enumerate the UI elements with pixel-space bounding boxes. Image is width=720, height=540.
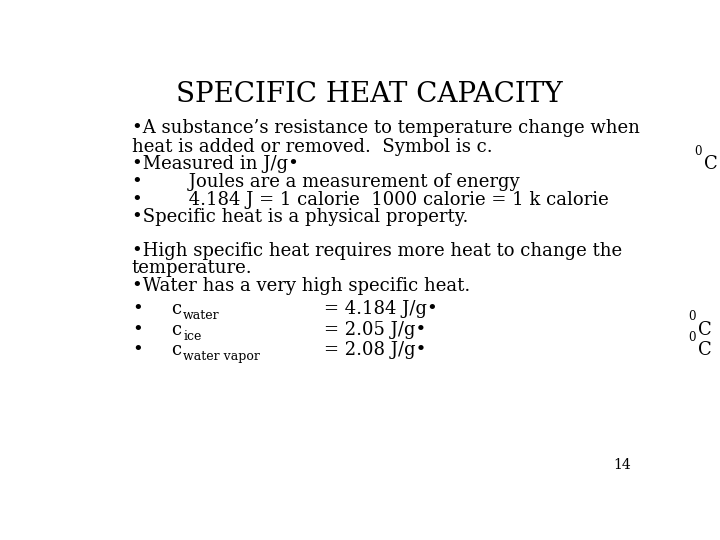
Text: 14: 14 — [613, 458, 631, 472]
Text: •        4.184 J = 1 calorie  1000 calorie = 1 k calorie: • 4.184 J = 1 calorie 1000 calorie = 1 k… — [132, 191, 608, 209]
Text: C: C — [698, 321, 712, 339]
Text: heat is added or removed.  Symbol is c.: heat is added or removed. Symbol is c. — [132, 138, 492, 156]
Text: C: C — [698, 341, 712, 359]
Text: •        Joules are a measurement of energy: • Joules are a measurement of energy — [132, 173, 519, 191]
Text: •Water has a very high specific heat.: •Water has a very high specific heat. — [132, 277, 470, 295]
Text: c: c — [171, 341, 181, 359]
Text: c: c — [171, 300, 181, 318]
Text: 0: 0 — [694, 145, 702, 158]
Text: •High specific heat requires more heat to change the: •High specific heat requires more heat t… — [132, 241, 622, 260]
Text: •: • — [132, 341, 143, 359]
Text: 0: 0 — [688, 310, 696, 323]
Text: = 2.08 J/g•: = 2.08 J/g• — [324, 341, 427, 359]
Text: 0: 0 — [688, 331, 696, 344]
Text: C: C — [704, 155, 718, 173]
Text: •Measured in J/g•: •Measured in J/g• — [132, 155, 299, 173]
Text: temperature.: temperature. — [132, 259, 253, 278]
Text: = 4.184 J/g•: = 4.184 J/g• — [324, 300, 438, 318]
Text: water vapor: water vapor — [183, 350, 260, 363]
Text: water: water — [183, 309, 220, 322]
Text: •: • — [132, 321, 143, 339]
Text: = 2.05 J/g•: = 2.05 J/g• — [324, 321, 427, 339]
Text: ice: ice — [183, 329, 202, 343]
Text: SPECIFIC HEAT CAPACITY: SPECIFIC HEAT CAPACITY — [176, 82, 562, 109]
Text: •Specific heat is a physical property.: •Specific heat is a physical property. — [132, 208, 468, 226]
Text: •A substance’s resistance to temperature change when: •A substance’s resistance to temperature… — [132, 119, 640, 137]
Text: c: c — [171, 321, 181, 339]
Text: •: • — [132, 300, 143, 318]
